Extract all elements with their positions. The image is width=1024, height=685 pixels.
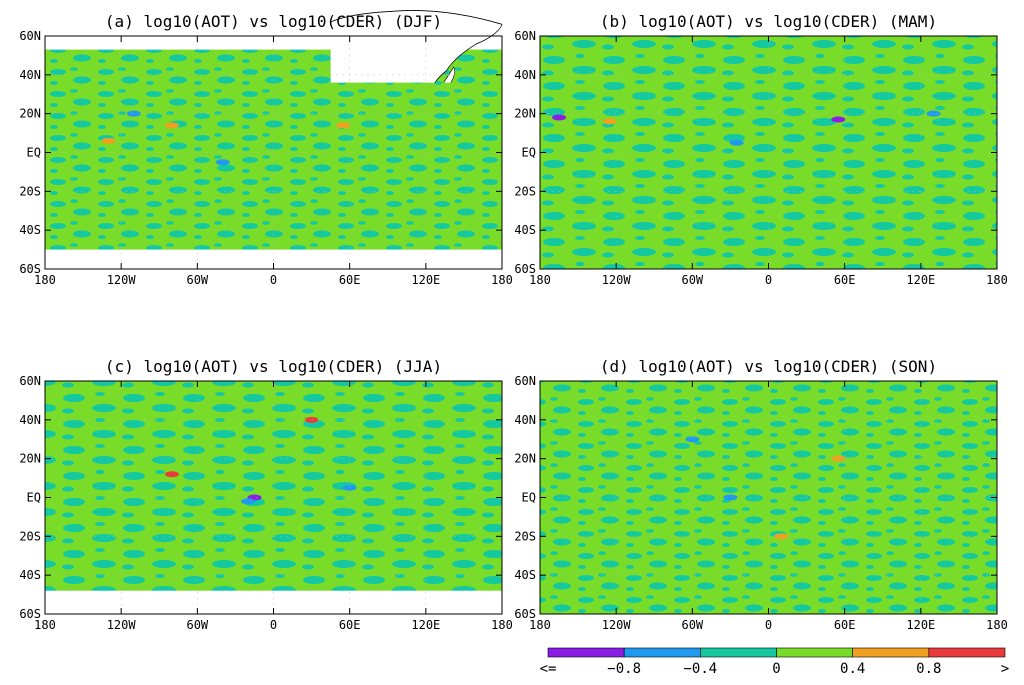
anomaly-spot bbox=[126, 110, 141, 117]
panel-title: (d) log10(AOT) vs log10(CDER) (SON) bbox=[600, 357, 937, 376]
lat-tick-label: 40S bbox=[19, 568, 41, 582]
anomaly-spot bbox=[336, 122, 351, 129]
lat-tick-label: 60N bbox=[514, 374, 536, 388]
lat-tick-label: 40N bbox=[19, 413, 41, 427]
lat-tick-label: EQ bbox=[522, 491, 536, 505]
colorbar-bin bbox=[623, 647, 701, 658]
anomaly-spot bbox=[304, 416, 319, 423]
lon-tick-label: 120W bbox=[602, 273, 632, 287]
lat-tick-label: EQ bbox=[522, 146, 536, 160]
anomaly-spot bbox=[685, 436, 700, 443]
lon-tick-label: 180 bbox=[986, 618, 1008, 632]
colorbar-label: <= bbox=[540, 661, 557, 677]
lat-tick-label: 60S bbox=[19, 262, 41, 276]
lon-tick-label: 0 bbox=[765, 618, 772, 632]
colorbar: <= −0.8 −0.4 0 0.4 0.8 > bbox=[540, 647, 1009, 677]
lat-tick-label: 60S bbox=[514, 262, 536, 276]
lon-tick-label: 180 bbox=[529, 273, 551, 287]
lon-tick-label: 0 bbox=[765, 273, 772, 287]
colorbar-label: 0.8 bbox=[916, 661, 941, 677]
lat-tick-label: 20S bbox=[19, 184, 41, 198]
lon-tick-label: 180 bbox=[529, 618, 551, 632]
colorbar-label: > bbox=[1001, 661, 1009, 677]
colorbar-label: 0.4 bbox=[840, 661, 865, 677]
lon-tick-label: 60W bbox=[186, 273, 208, 287]
correlation-field bbox=[540, 36, 997, 269]
lat-tick-label: 20S bbox=[514, 529, 536, 543]
lon-tick-label: 60E bbox=[339, 618, 361, 632]
lon-tick-label: 180 bbox=[491, 618, 513, 632]
lat-tick-label: 40N bbox=[514, 68, 536, 82]
anomaly-spot bbox=[831, 116, 846, 123]
lat-tick-label: EQ bbox=[27, 146, 41, 160]
lon-tick-label: 0 bbox=[270, 273, 277, 287]
panel-title: (c) log10(AOT) vs log10(CDER) (JJA) bbox=[105, 357, 442, 376]
anomaly-spot bbox=[164, 122, 179, 129]
lat-tick-label: 60N bbox=[19, 374, 41, 388]
lon-tick-label: 60W bbox=[681, 618, 703, 632]
lat-tick-label: 20N bbox=[19, 107, 41, 121]
lat-tick-label: 20N bbox=[514, 452, 536, 466]
anomaly-spot bbox=[101, 137, 116, 144]
lon-tick-label: 120W bbox=[107, 273, 137, 287]
lat-tick-label: EQ bbox=[27, 491, 41, 505]
lon-tick-label: 180 bbox=[34, 273, 56, 287]
colorbar-label: 0 bbox=[772, 661, 780, 677]
anomaly-spot bbox=[164, 471, 179, 478]
panel-title: (a) log10(AOT) vs log10(CDER) (DJF) bbox=[105, 12, 442, 31]
anomaly-spot bbox=[723, 494, 738, 501]
lat-tick-label: 40S bbox=[19, 223, 41, 237]
colorbar-bin bbox=[776, 647, 853, 658]
anomaly-spot bbox=[215, 159, 230, 166]
lat-tick-label: 20N bbox=[514, 107, 536, 121]
lat-tick-label: 60S bbox=[19, 607, 41, 621]
lat-tick-label: 20N bbox=[19, 452, 41, 466]
lat-tick-label: 40S bbox=[514, 568, 536, 582]
lon-tick-label: 180 bbox=[34, 618, 56, 632]
lat-tick-label: 40N bbox=[19, 68, 41, 82]
lon-tick-label: 120E bbox=[411, 618, 440, 632]
lon-tick-label: 60E bbox=[834, 273, 856, 287]
anomaly-spot bbox=[602, 118, 617, 125]
colorbar-label: −0.4 bbox=[683, 661, 717, 677]
lon-tick-label: 60W bbox=[681, 273, 703, 287]
anomaly-spot bbox=[241, 498, 256, 505]
lon-tick-label: 60E bbox=[339, 273, 361, 287]
lon-tick-label: 120E bbox=[906, 273, 935, 287]
lat-tick-label: 60N bbox=[514, 29, 536, 43]
anomaly-spot bbox=[926, 110, 941, 117]
anomaly-spot bbox=[774, 533, 789, 540]
colorbar-bin bbox=[928, 647, 1006, 658]
anomaly-spot bbox=[729, 139, 744, 146]
lat-tick-label: 60N bbox=[19, 29, 41, 43]
panel-title: (b) log10(AOT) vs log10(CDER) (MAM) bbox=[600, 12, 937, 31]
lon-tick-label: 180 bbox=[491, 273, 513, 287]
anomaly-spot bbox=[552, 114, 567, 121]
correlation-field bbox=[540, 381, 997, 614]
colorbar-bin bbox=[700, 647, 777, 658]
lat-tick-label: 20S bbox=[19, 529, 41, 543]
anomaly-spot bbox=[342, 484, 357, 491]
lon-tick-label: 120W bbox=[107, 618, 137, 632]
lon-tick-label: 180 bbox=[986, 273, 1008, 287]
lat-tick-label: 20S bbox=[514, 184, 536, 198]
lat-tick-label: 60S bbox=[514, 607, 536, 621]
lon-tick-label: 0 bbox=[270, 618, 277, 632]
lat-tick-label: 40N bbox=[514, 413, 536, 427]
lon-tick-label: 120W bbox=[602, 618, 632, 632]
colorbar-label: −0.8 bbox=[607, 661, 641, 677]
colorbar-bin bbox=[547, 647, 625, 658]
lon-tick-label: 120E bbox=[906, 618, 935, 632]
lon-tick-label: 60W bbox=[186, 618, 208, 632]
lon-tick-label: 120E bbox=[411, 273, 440, 287]
lat-tick-label: 40S bbox=[514, 223, 536, 237]
lon-tick-label: 60E bbox=[834, 618, 856, 632]
colorbar-bin bbox=[852, 647, 930, 658]
